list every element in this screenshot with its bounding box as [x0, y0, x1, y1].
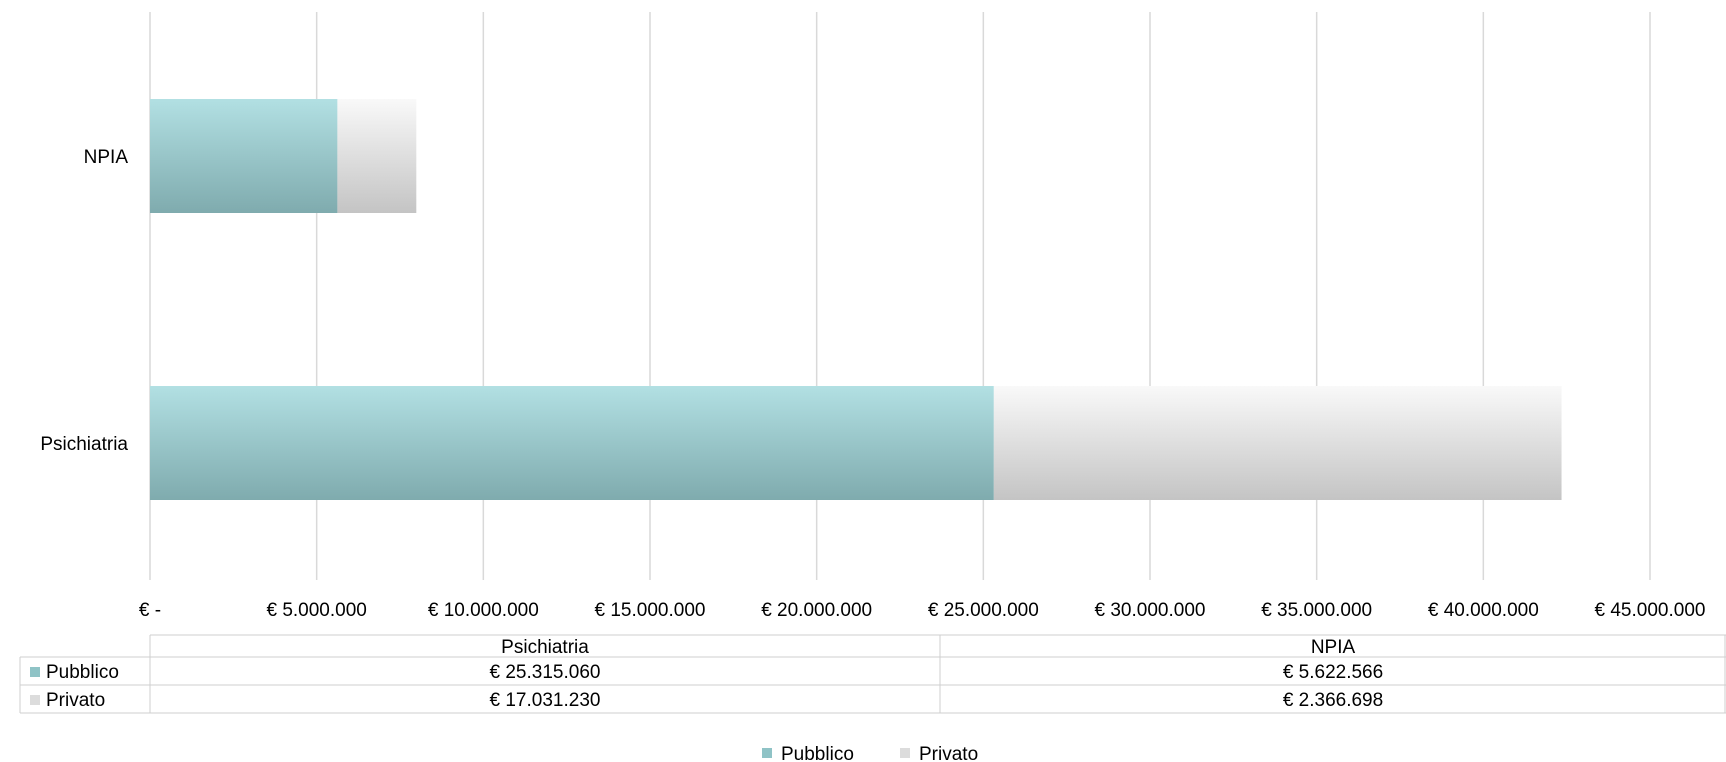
x-tick-label: € 10.000.000: [428, 600, 539, 621]
x-tick-label: € 45.000.000: [1595, 600, 1706, 621]
x-axis-tick-labels: € - € 5.000.000 € 10.000.000 € 15.000.000 € …: [139, 600, 1706, 621]
table-cell: € 25.315.060: [490, 662, 601, 683]
bar-privato-psichiatria: [993, 386, 1562, 500]
table-legend-swatch: [30, 695, 40, 705]
data-table: Psichiatria NPIA Pubblico € 25.315.060 € 5.6…: [19, 634, 1726, 714]
bar-pubblico-npia: [150, 99, 338, 213]
table-header-cell: Psichiatria: [501, 637, 589, 658]
legend-swatch-privato: [900, 748, 910, 758]
x-tick-label: € 30.000.000: [1095, 600, 1206, 621]
bars: [150, 99, 1562, 500]
table-series-label: Privato: [46, 690, 105, 711]
x-tick-label: € 35.000.000: [1261, 600, 1372, 621]
legend-swatch-pubblico: [762, 748, 772, 758]
category-labels: Psichiatria NPIA: [40, 147, 128, 455]
x-tick-label: € 15.000.000: [595, 600, 706, 621]
table-cell: € 2.366.698: [1283, 690, 1383, 711]
x-tick-label: € -: [139, 600, 161, 621]
x-tick-label: € 40.000.000: [1428, 600, 1539, 621]
table-series-label: Pubblico: [46, 662, 119, 683]
x-tick-label: € 5.000.000: [266, 600, 366, 621]
x-tick-label: € 20.000.000: [761, 600, 872, 621]
legend-label-privato: Privato: [919, 744, 978, 762]
category-label: Psichiatria: [40, 434, 128, 455]
table-legend-swatch: [30, 667, 40, 677]
table-cell: € 17.031.230: [490, 690, 601, 711]
x-tick-label: € 25.000.000: [928, 600, 1039, 621]
legend-label-pubblico: Pubblico: [781, 744, 854, 762]
legend: Pubblico Privato: [762, 744, 978, 762]
bar-privato-npia: [337, 99, 417, 213]
table-cell: € 5.622.566: [1283, 662, 1383, 683]
table-header-cell: NPIA: [1311, 637, 1356, 658]
bar-pubblico-psichiatria: [150, 386, 994, 500]
category-label: NPIA: [84, 147, 129, 168]
